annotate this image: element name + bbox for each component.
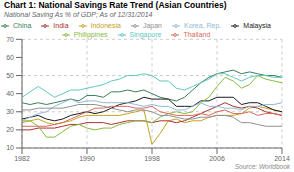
html-text:China: China <box>13 22 32 29</box>
svg-text:10: 10 <box>8 144 14 151</box>
html-text:India: India <box>53 22 69 29</box>
html-text:Korea, Rep.: Korea, Rep. <box>184 22 222 29</box>
html-text:Chart 1: National Savings Rate: Chart 1: National Savings Rate Trend (As… <box>4 0 227 10</box>
svg-text:40: 40 <box>8 90 14 97</box>
svg-text:50: 50 <box>8 72 14 79</box>
html-text:Indonesia: Indonesia <box>90 22 121 29</box>
svg-text:2014: 2014 <box>274 155 286 162</box>
svg-text:2006: 2006 <box>209 155 225 162</box>
html-text:Philippines: Philippines <box>73 31 108 39</box>
html-text:Japan: Japan <box>142 22 162 29</box>
svg-text:30: 30 <box>8 108 14 115</box>
svg-text:20: 20 <box>8 126 14 133</box>
html-text:Malaysia: Malaysia <box>243 22 271 29</box>
svg-text:70: 70 <box>8 36 14 43</box>
html-text:Singapore: Singapore <box>129 31 162 39</box>
html-text:Source: Worldbook: Source: Worldbook <box>234 163 290 170</box>
svg-text:1990: 1990 <box>79 155 95 162</box>
svg-text:1998: 1998 <box>144 155 160 162</box>
html-text:Thailand: Thailand <box>183 31 211 39</box>
html-text:National Saving As % of GDP; A: National Saving As % of GDP; As of 12/31… <box>4 11 153 18</box>
svg-text:1982: 1982 <box>14 155 30 162</box>
svg-text:60: 60 <box>8 54 14 61</box>
